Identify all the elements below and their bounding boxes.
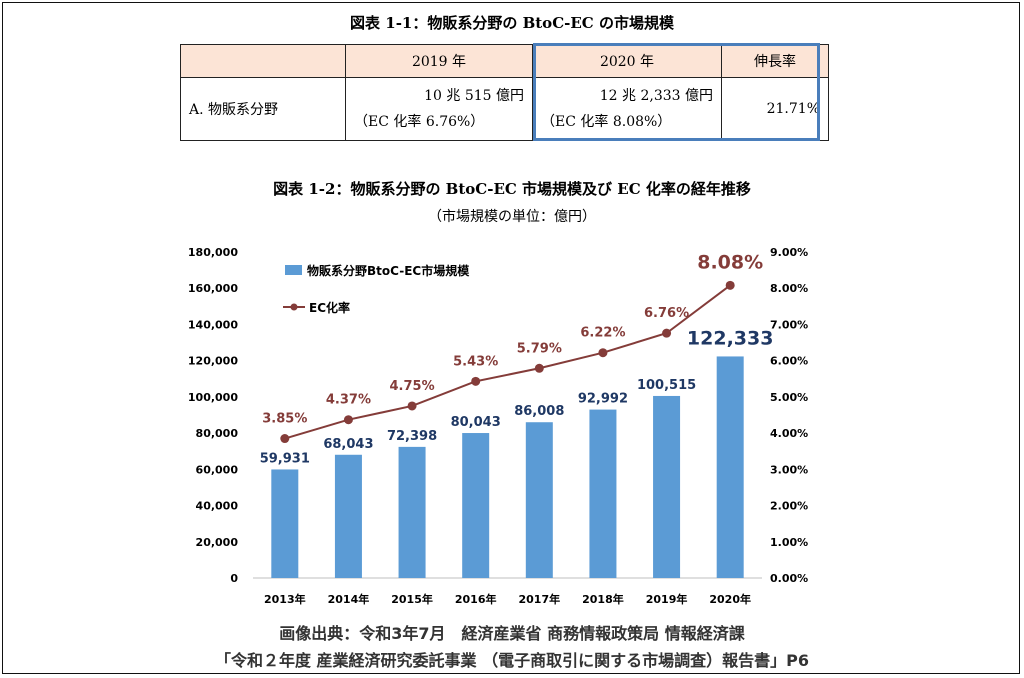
y-right-tick-label: 2.00% <box>770 500 808 513</box>
rate-2020: （EC 化率 8.08%） <box>541 114 672 130</box>
bar-value-label: 86,008 <box>514 404 564 419</box>
ec-rate-point <box>725 280 735 290</box>
x-tick-label: 2016年 <box>455 592 497 606</box>
y-right-tick-label: 0.00% <box>770 572 808 585</box>
y-left-tick-label: 100,000 <box>188 391 238 404</box>
bar-value-label: 59,931 <box>260 451 310 466</box>
y-right-tick-label: 1.00% <box>770 536 808 549</box>
y-left-tick-label: 80,000 <box>196 427 239 440</box>
bar-value-label: 80,043 <box>451 415 501 430</box>
highlight-box-2020 <box>533 43 820 141</box>
cell-2020: 12 兆 2,333 億円 （EC 化率 8.08%） <box>532 77 722 141</box>
y-left-tick-label: 160,000 <box>188 282 238 295</box>
legend-bar-swatch <box>285 265 302 275</box>
bar <box>462 433 490 578</box>
ec-rate-point <box>598 348 608 358</box>
bar <box>716 356 744 578</box>
y-right-tick-label: 6.00% <box>770 355 808 368</box>
value-2020: 12 兆 2,333 億円 <box>599 88 713 104</box>
y-right-tick-label: 4.00% <box>770 427 808 440</box>
y-right-tick-label: 8.00% <box>770 282 808 295</box>
bar-value-label: 68,043 <box>323 437 373 452</box>
bar-value-label: 100,515 <box>637 378 696 393</box>
y-left-tick-label: 40,000 <box>196 500 239 513</box>
ec-rate-label: 6.76% <box>644 306 689 321</box>
header-cell-growth: 伸長率 <box>721 44 829 78</box>
y-left-tick-label: 140,000 <box>188 318 238 331</box>
ec-rate-label: 8.08% <box>697 251 763 273</box>
table-row: A. 物販系分野 10 兆 515 億円 （EC 化率 6.76%） 12 兆 … <box>180 77 829 141</box>
legend-line-label: EC化率 <box>309 300 350 315</box>
header-cell-empty <box>180 44 346 78</box>
ec-rate-label: 5.79% <box>517 341 562 356</box>
x-tick-label: 2018年 <box>582 592 624 606</box>
y-right-tick-label: 3.00% <box>770 463 808 476</box>
ec-rate-label: 6.22% <box>580 326 625 341</box>
bar-value-label: 92,992 <box>578 392 628 407</box>
bar <box>589 409 617 578</box>
cell-2019: 10 兆 515 億円 （EC 化率 6.76%） <box>345 77 533 141</box>
ec-rate-line <box>284 284 731 440</box>
y-left-tick-label: 120,000 <box>188 355 238 368</box>
table-title: 図表 1-1：物販系分野の BtoC-EC の市場規模 <box>350 14 674 32</box>
ec-rate-label: 3.85% <box>262 412 307 427</box>
ec-rate-label: 4.75% <box>390 379 435 394</box>
value-2019: 10 兆 515 億円 <box>424 88 524 104</box>
chart-subtitle: （市場規模の単位：億円） <box>428 209 596 225</box>
source-line-2: 「令和２年度 産業経済研究委託事業 （電子商取引に関する市場調査）報告書」P6 <box>214 651 809 670</box>
y-left-tick-label: 60,000 <box>196 463 239 476</box>
ec-rate-label: 4.37% <box>326 393 371 408</box>
growth-cell: 21.71% <box>721 77 829 141</box>
ec-rate-point <box>280 434 290 444</box>
x-tick-label: 2015年 <box>391 592 433 606</box>
ec-rate-label: 5.43% <box>453 354 498 369</box>
y-right-tick-label: 9.00% <box>770 246 808 259</box>
legend-line-marker <box>290 303 298 311</box>
source-line-1: 画像出典：令和3年7月 経済産業省 商務情報政策局 情報経済課 <box>279 624 745 643</box>
bar <box>334 454 362 578</box>
ec-rate-point <box>343 415 353 425</box>
ec-rate-point <box>407 401 417 411</box>
y-right-tick-label: 7.00% <box>770 318 808 331</box>
x-tick-label: 2014年 <box>328 592 370 606</box>
chart-title: 図表 1-2：物販系分野の BtoC-EC 市場規模及び EC 化率の経年推移 <box>273 180 751 198</box>
bar-value-label: 72,398 <box>387 429 437 444</box>
header-cell-2019: 2019 年 <box>345 44 533 78</box>
table-header-row: 2019 年 2020 年 伸長率 <box>180 44 829 78</box>
ec-rate-point <box>471 376 481 386</box>
y-left-tick-label: 0 <box>230 572 238 585</box>
bar <box>653 395 681 578</box>
market-size-table: 2019 年 2020 年 伸長率 A. 物販系分野 10 兆 515 億円 （… <box>180 44 829 141</box>
y-left-tick-label: 180,000 <box>188 246 238 259</box>
bar <box>271 469 299 578</box>
x-tick-label: 2017年 <box>519 592 561 606</box>
x-tick-label: 2019年 <box>646 592 688 606</box>
y-left-tick-label: 20,000 <box>196 536 239 549</box>
bar <box>525 422 553 578</box>
x-tick-label: 2013年 <box>264 592 306 606</box>
bar-value-label: 122,333 <box>687 327 774 349</box>
bar <box>398 446 426 578</box>
x-tick-label: 2020年 <box>709 592 751 606</box>
ec-rate-point <box>662 328 672 338</box>
legend-bar-label: 物販系分野BtoC-EC市場規模 <box>307 263 470 278</box>
ec-rate-point <box>534 363 544 373</box>
y-right-tick-label: 5.00% <box>770 391 808 404</box>
rate-2019: （EC 化率 6.76%） <box>354 114 485 130</box>
